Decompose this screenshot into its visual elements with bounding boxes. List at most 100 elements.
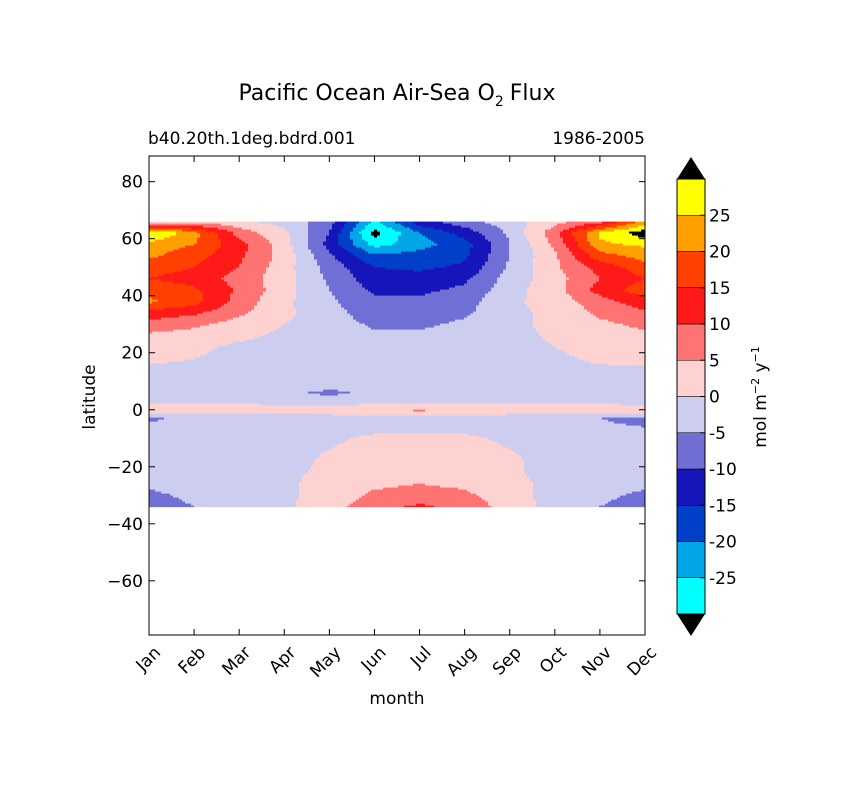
heat-cell bbox=[416, 239, 420, 242]
heat-cell bbox=[383, 245, 387, 248]
heat-cell bbox=[239, 259, 243, 262]
heat-cell bbox=[515, 235, 519, 238]
heat-cell bbox=[149, 239, 153, 242]
heat-cell bbox=[524, 261, 528, 264]
heat-cell bbox=[236, 221, 240, 224]
heat-cell bbox=[431, 231, 435, 234]
heat-cell bbox=[197, 235, 201, 238]
heat-cell bbox=[377, 245, 381, 248]
heat-cell bbox=[254, 243, 258, 246]
heat-cell bbox=[374, 227, 378, 230]
heat-cell bbox=[191, 257, 195, 260]
heat-cell bbox=[227, 235, 231, 238]
heat-cell bbox=[353, 229, 357, 232]
heat-cell bbox=[188, 249, 192, 252]
heat-cell bbox=[254, 245, 258, 248]
heat-cell bbox=[404, 255, 408, 258]
heat-cell bbox=[149, 221, 153, 224]
heat-cell bbox=[299, 227, 303, 230]
heat-cell bbox=[608, 247, 612, 250]
heat-cell bbox=[536, 249, 540, 252]
heat-cell bbox=[188, 229, 192, 232]
heat-cell bbox=[191, 241, 195, 244]
heat-cell bbox=[341, 227, 345, 230]
heat-cell bbox=[230, 239, 234, 242]
heat-cell bbox=[371, 227, 375, 230]
heat-cell bbox=[503, 233, 507, 236]
heat-cell bbox=[377, 257, 381, 260]
heat-cell bbox=[371, 229, 375, 232]
heat-cell bbox=[452, 225, 456, 228]
heat-cell bbox=[545, 221, 549, 224]
heat-cell bbox=[542, 255, 546, 258]
heat-cell bbox=[590, 261, 594, 264]
heat-cell bbox=[173, 225, 177, 228]
heat-cell bbox=[539, 243, 543, 246]
heat-cell bbox=[155, 229, 159, 232]
heat-cell bbox=[383, 249, 387, 252]
heat-cell bbox=[542, 221, 546, 224]
heat-cell bbox=[614, 229, 618, 232]
heat-cell bbox=[497, 229, 501, 232]
heat-cell bbox=[206, 245, 210, 248]
heat-cell bbox=[617, 243, 621, 246]
heat-cell bbox=[572, 249, 576, 252]
heat-cell bbox=[194, 251, 198, 254]
heat-cell bbox=[404, 221, 408, 224]
heat-cell bbox=[566, 247, 570, 250]
heat-cell bbox=[476, 253, 480, 256]
heat-cell bbox=[404, 229, 408, 232]
heat-cell bbox=[155, 245, 159, 248]
heat-cell bbox=[191, 255, 195, 258]
heat-cell bbox=[302, 229, 306, 232]
heat-cell bbox=[533, 223, 537, 226]
heat-cell bbox=[272, 231, 276, 234]
heat-cell bbox=[281, 231, 285, 234]
heat-cell bbox=[158, 239, 162, 242]
heat-cell bbox=[491, 245, 495, 248]
heat-cell bbox=[209, 247, 213, 250]
heat-cell bbox=[608, 255, 612, 258]
heat-cell bbox=[575, 251, 579, 254]
heat-cell bbox=[185, 247, 189, 250]
heat-cell bbox=[221, 225, 225, 228]
heat-cell bbox=[149, 251, 153, 254]
heat-cell bbox=[377, 247, 381, 250]
heat-cell bbox=[248, 259, 252, 262]
heat-cell bbox=[545, 233, 549, 236]
heat-cell bbox=[536, 225, 540, 228]
heat-cell bbox=[413, 223, 417, 226]
heat-cell bbox=[443, 261, 447, 264]
heat-cell bbox=[449, 221, 453, 224]
heat-cell bbox=[443, 255, 447, 258]
heat-cell bbox=[518, 229, 522, 232]
heat-cell bbox=[476, 259, 480, 262]
heat-cell bbox=[161, 235, 165, 238]
heat-cell bbox=[527, 243, 531, 246]
heat-cell bbox=[617, 225, 621, 228]
heat-cell bbox=[314, 251, 318, 254]
heat-cell bbox=[368, 229, 372, 232]
heat-cell bbox=[245, 221, 249, 224]
heat-cell bbox=[527, 251, 531, 254]
heat-cell bbox=[392, 227, 396, 230]
heat-cell bbox=[623, 259, 627, 262]
heat-cell bbox=[320, 243, 324, 246]
heat-cell bbox=[443, 225, 447, 228]
heat-cell bbox=[452, 253, 456, 256]
heat-cell bbox=[353, 231, 357, 234]
heat-cell bbox=[536, 245, 540, 248]
heat-cell bbox=[398, 243, 402, 246]
heat-cell bbox=[335, 223, 339, 226]
heat-cell bbox=[542, 229, 546, 232]
heat-cell bbox=[344, 225, 348, 228]
heat-cell bbox=[554, 253, 558, 256]
heat-cell bbox=[245, 233, 249, 236]
heat-cell bbox=[194, 261, 198, 264]
heat-cell bbox=[638, 227, 642, 230]
heat-cell bbox=[182, 231, 186, 234]
heat-cell bbox=[479, 237, 483, 240]
heat-cell bbox=[248, 225, 252, 228]
heat-cell bbox=[611, 221, 615, 224]
heat-cell bbox=[500, 243, 504, 246]
